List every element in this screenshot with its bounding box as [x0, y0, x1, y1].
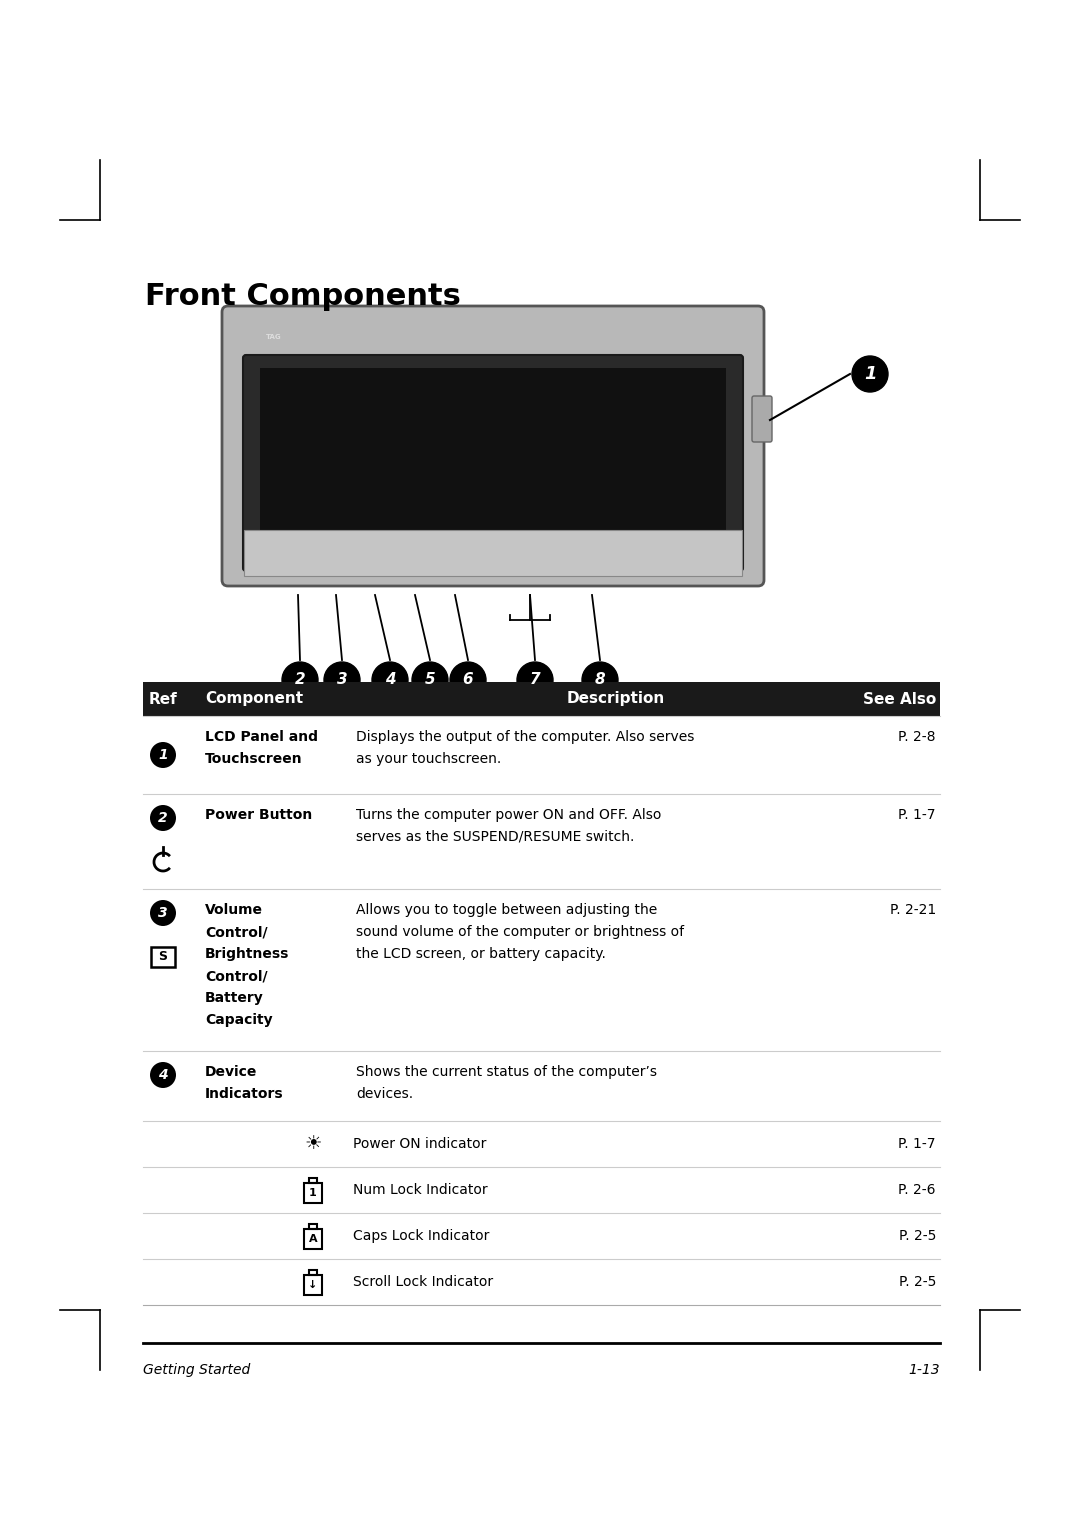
Text: Scroll Lock Indicator: Scroll Lock Indicator — [353, 1274, 494, 1290]
Text: 7: 7 — [529, 672, 540, 688]
FancyBboxPatch shape — [243, 354, 743, 571]
Bar — [303, 1229, 322, 1248]
Text: 3: 3 — [337, 672, 348, 688]
Bar — [309, 1224, 318, 1229]
Text: Allows you to toggle between adjusting the: Allows you to toggle between adjusting t… — [356, 903, 658, 917]
Text: Touchscreen: Touchscreen — [205, 752, 302, 766]
Text: 1: 1 — [158, 749, 167, 762]
Text: Control/: Control/ — [205, 924, 268, 940]
Text: S: S — [159, 950, 167, 964]
Bar — [151, 947, 175, 967]
Bar — [260, 368, 726, 556]
Text: sound volume of the computer or brightness of: sound volume of the computer or brightne… — [356, 924, 684, 940]
Text: P. 1-7: P. 1-7 — [899, 1137, 936, 1151]
FancyBboxPatch shape — [752, 396, 772, 442]
Text: Num Lock Indicator: Num Lock Indicator — [353, 1183, 488, 1196]
Text: Getting Started: Getting Started — [143, 1363, 251, 1377]
Text: Control/: Control/ — [205, 969, 268, 983]
Bar — [143, 681, 940, 717]
Text: Power Button: Power Button — [205, 808, 312, 822]
Text: as your touchscreen.: as your touchscreen. — [356, 752, 501, 766]
Bar — [303, 1274, 322, 1296]
Text: devices.: devices. — [356, 1086, 414, 1102]
Text: Component: Component — [205, 692, 303, 706]
Text: Description: Description — [567, 692, 665, 706]
Text: Brightness: Brightness — [205, 947, 289, 961]
Circle shape — [150, 1062, 176, 1088]
Circle shape — [582, 662, 618, 698]
Text: 6: 6 — [462, 672, 473, 688]
Text: P. 2-6: P. 2-6 — [899, 1183, 936, 1196]
Text: Indicators: Indicators — [205, 1086, 284, 1102]
Text: See Also: See Also — [863, 692, 936, 706]
Text: Ref: Ref — [149, 692, 178, 706]
Text: Front Components: Front Components — [145, 283, 461, 312]
Circle shape — [150, 805, 176, 831]
Text: 1: 1 — [309, 1187, 316, 1198]
Text: Power ON indicator: Power ON indicator — [353, 1137, 486, 1151]
Text: 4: 4 — [384, 672, 395, 688]
Text: 3: 3 — [158, 906, 167, 920]
Circle shape — [150, 900, 176, 926]
Circle shape — [450, 662, 486, 698]
Text: 5: 5 — [424, 672, 435, 688]
Text: P. 2-8: P. 2-8 — [899, 730, 936, 744]
Text: Displays the output of the computer. Also serves: Displays the output of the computer. Als… — [356, 730, 694, 744]
Text: Volume: Volume — [205, 903, 264, 917]
Text: Device: Device — [205, 1065, 257, 1079]
Text: 1: 1 — [864, 365, 876, 384]
Circle shape — [852, 356, 888, 393]
Text: Capacity: Capacity — [205, 1013, 272, 1027]
Bar — [303, 1183, 322, 1203]
Text: 2: 2 — [295, 672, 306, 688]
Text: ☀: ☀ — [305, 1134, 322, 1154]
FancyBboxPatch shape — [222, 306, 764, 587]
Text: Caps Lock Indicator: Caps Lock Indicator — [353, 1229, 489, 1242]
Bar — [244, 530, 742, 576]
Text: P. 1-7: P. 1-7 — [899, 808, 936, 822]
Circle shape — [517, 662, 553, 698]
Bar — [309, 1270, 318, 1274]
Circle shape — [150, 743, 176, 769]
Text: ↓: ↓ — [308, 1280, 318, 1290]
Text: 8: 8 — [595, 672, 605, 688]
Text: the LCD screen, or battery capacity.: the LCD screen, or battery capacity. — [356, 947, 606, 961]
Circle shape — [282, 662, 318, 698]
Text: 1-13: 1-13 — [908, 1363, 940, 1377]
Text: Battery: Battery — [205, 992, 264, 1005]
Text: Turns the computer power ON and OFF. Also: Turns the computer power ON and OFF. Als… — [356, 808, 661, 822]
Text: P. 2-5: P. 2-5 — [899, 1274, 936, 1290]
Bar — [309, 1178, 318, 1183]
Text: A: A — [309, 1235, 318, 1244]
Text: 4: 4 — [158, 1068, 167, 1082]
Circle shape — [324, 662, 360, 698]
Circle shape — [372, 662, 408, 698]
Text: LCD Panel and: LCD Panel and — [205, 730, 318, 744]
Text: TAG: TAG — [266, 335, 282, 341]
Text: P. 2-21: P. 2-21 — [890, 903, 936, 917]
Text: Shows the current status of the computer’s: Shows the current status of the computer… — [356, 1065, 657, 1079]
Text: 2: 2 — [158, 811, 167, 825]
Text: P. 2-5: P. 2-5 — [899, 1229, 936, 1242]
Circle shape — [411, 662, 448, 698]
Text: serves as the SUSPEND/RESUME switch.: serves as the SUSPEND/RESUME switch. — [356, 830, 634, 843]
